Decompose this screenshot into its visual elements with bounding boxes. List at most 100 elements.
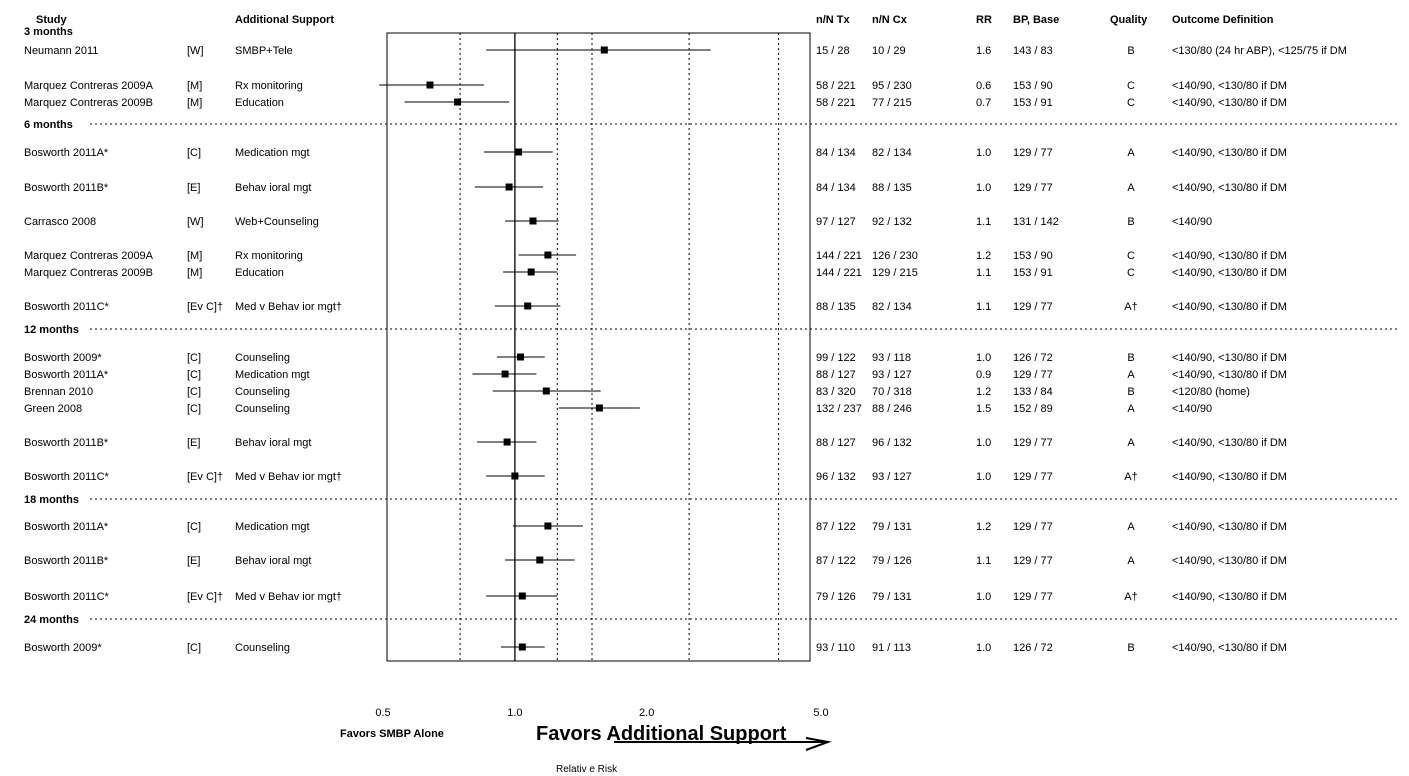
study-name: Marquez Contreras 2009A bbox=[24, 250, 154, 262]
n-tx-cell: 87 / 122 bbox=[816, 555, 856, 567]
section-label: 6 months bbox=[24, 119, 73, 131]
study-code: [C] bbox=[187, 369, 201, 381]
outcome-definition-cell: <140/90, <130/80 if DM bbox=[1172, 352, 1287, 364]
n-cx-cell: 93 / 118 bbox=[872, 352, 911, 364]
outcome-definition-cell: <140/90 bbox=[1172, 216, 1212, 228]
n-cx-cell: 82 / 134 bbox=[872, 301, 912, 313]
n-tx-cell: 96 / 132 bbox=[816, 471, 856, 483]
quality-cell: B bbox=[1127, 386, 1134, 398]
n-tx-cell: 83 / 320 bbox=[816, 386, 856, 398]
plot-frame bbox=[386, 32, 811, 662]
study-name: Bosworth 2011A* bbox=[24, 521, 109, 533]
study-row: Bosworth 2011A* [C] Medication mgt 87 / 122… bbox=[24, 521, 1287, 533]
n-tx-cell: 84 / 134 bbox=[816, 182, 856, 194]
point-estimate bbox=[518, 592, 526, 600]
outcome-definition-cell: <140/90, <130/80 if DM bbox=[1172, 97, 1287, 109]
study-code: [C] bbox=[187, 521, 201, 533]
x-axis-label: Relativ e Risk bbox=[556, 764, 618, 775]
header-rr: RR bbox=[976, 14, 992, 26]
rr-cell: 1.0 bbox=[976, 437, 991, 449]
additional-support-cell: Education bbox=[235, 267, 284, 279]
additional-support-cell: Behav ioral mgt bbox=[235, 182, 311, 194]
study-code: [C] bbox=[187, 642, 201, 654]
rr-cell: 1.1 bbox=[976, 267, 991, 279]
additional-support-cell: Medication mgt bbox=[235, 369, 310, 381]
favors-smbp-alone-label: Favors SMBP Alone bbox=[340, 728, 444, 740]
x-tick-label: 0.5 bbox=[375, 707, 390, 719]
rr-cell: 1.2 bbox=[976, 386, 991, 398]
additional-support-cell: Rx monitoring bbox=[235, 80, 303, 92]
bp-base-cell: 126 / 72 bbox=[1013, 352, 1053, 364]
n-tx-cell: 84 / 134 bbox=[816, 147, 856, 159]
study-name: Bosworth 2011B* bbox=[24, 437, 109, 449]
point-estimate bbox=[542, 387, 550, 395]
n-tx-cell: 144 / 221 bbox=[816, 250, 862, 262]
n-cx-cell: 129 / 215 bbox=[872, 267, 918, 279]
point-estimate bbox=[595, 404, 603, 412]
study-name: Marquez Contreras 2009B bbox=[24, 97, 153, 109]
quality-cell: B bbox=[1127, 352, 1134, 364]
n-cx-cell: 77 / 215 bbox=[872, 97, 912, 109]
study-code: [M] bbox=[187, 267, 202, 279]
additional-support-cell: Rx monitoring bbox=[235, 250, 303, 262]
n-cx-cell: 79 / 126 bbox=[872, 555, 912, 567]
n-tx-cell: 87 / 122 bbox=[816, 521, 856, 533]
quality-cell: A bbox=[1127, 403, 1135, 415]
outcome-definition-cell: <140/90, <130/80 if DM bbox=[1172, 80, 1287, 92]
study-code: [C] bbox=[187, 352, 201, 364]
n-tx-cell: 99 / 122 bbox=[816, 352, 856, 364]
point-estimate bbox=[544, 522, 552, 530]
n-tx-cell: 88 / 127 bbox=[816, 437, 856, 449]
study-code: [M] bbox=[187, 97, 202, 109]
study-row: Brennan 2010 [C] Counseling 83 / 320 70 / 31… bbox=[24, 386, 1250, 398]
section-label: 24 months bbox=[24, 614, 79, 626]
favor-labels: Favors SMBP Alone Favors Additional Supp… bbox=[340, 723, 832, 775]
study-code: [E] bbox=[187, 437, 200, 449]
bp-base-cell: 131 / 142 bbox=[1013, 216, 1059, 228]
study-row: Bosworth 2009* [C] Counseling 93 / 110 91 / … bbox=[24, 642, 1287, 654]
rr-cell: 1.2 bbox=[976, 250, 991, 262]
point-estimate bbox=[524, 302, 532, 310]
study-name: Neumann 2011 bbox=[24, 45, 98, 57]
n-tx-cell: 88 / 135 bbox=[816, 301, 856, 313]
n-cx-cell: 79 / 131 bbox=[872, 521, 912, 533]
study-name: Green 2008 bbox=[24, 403, 82, 415]
bp-base-cell: 133 / 84 bbox=[1013, 386, 1053, 398]
n-cx-cell: 96 / 132 bbox=[872, 437, 912, 449]
n-tx-cell: 132 / 237 bbox=[816, 403, 862, 415]
section-label: 18 months bbox=[24, 494, 79, 506]
study-row: Bosworth 2011B* [E] Behav ioral mgt 88 / 12… bbox=[24, 437, 1287, 449]
n-cx-cell: 82 / 134 bbox=[872, 147, 912, 159]
n-cx-cell: 10 / 29 bbox=[872, 45, 906, 57]
study-code: [C] bbox=[187, 403, 201, 415]
study-code: [C] bbox=[187, 386, 201, 398]
quality-cell: A† bbox=[1124, 301, 1137, 313]
additional-support-cell: Medication mgt bbox=[235, 147, 310, 159]
point-estimate bbox=[600, 46, 608, 54]
rr-cell: 1.2 bbox=[976, 521, 991, 533]
point-estimate bbox=[515, 148, 523, 156]
quality-cell: C bbox=[1127, 80, 1135, 92]
header-additional-support: Additional Support bbox=[235, 14, 334, 26]
bp-base-cell: 153 / 91 bbox=[1013, 97, 1053, 109]
favors-arrow-head bbox=[805, 737, 832, 751]
rr-cell: 0.7 bbox=[976, 97, 991, 109]
outcome-definition-cell: <130/80 (24 hr ABP), <125/75 if DM bbox=[1172, 45, 1347, 57]
study-code: [Ev C]† bbox=[187, 471, 223, 483]
bp-base-cell: 129 / 77 bbox=[1013, 369, 1053, 381]
quality-cell: C bbox=[1127, 267, 1135, 279]
bp-base-cell: 129 / 77 bbox=[1013, 521, 1053, 533]
additional-support-cell: Counseling bbox=[235, 386, 290, 398]
rr-cell: 1.1 bbox=[976, 216, 991, 228]
quality-cell: C bbox=[1127, 97, 1135, 109]
additional-support-cell: Med v Behav ior mgt† bbox=[235, 471, 342, 483]
n-tx-cell: 15 / 28 bbox=[816, 45, 850, 57]
rr-cell: 1.1 bbox=[976, 301, 991, 313]
bp-base-cell: 129 / 77 bbox=[1013, 591, 1053, 603]
study-row: Carrasco 2008 [W] Web+Counseling 97 / 127 92… bbox=[24, 216, 1212, 228]
study-row: Marquez Contreras 2009B [M] Education 58 / … bbox=[24, 97, 1287, 109]
study-code: [Ev C]† bbox=[187, 591, 223, 603]
study-code: [W] bbox=[187, 216, 204, 228]
additional-support-cell: Behav ioral mgt bbox=[235, 555, 311, 567]
quality-cell: B bbox=[1127, 216, 1134, 228]
